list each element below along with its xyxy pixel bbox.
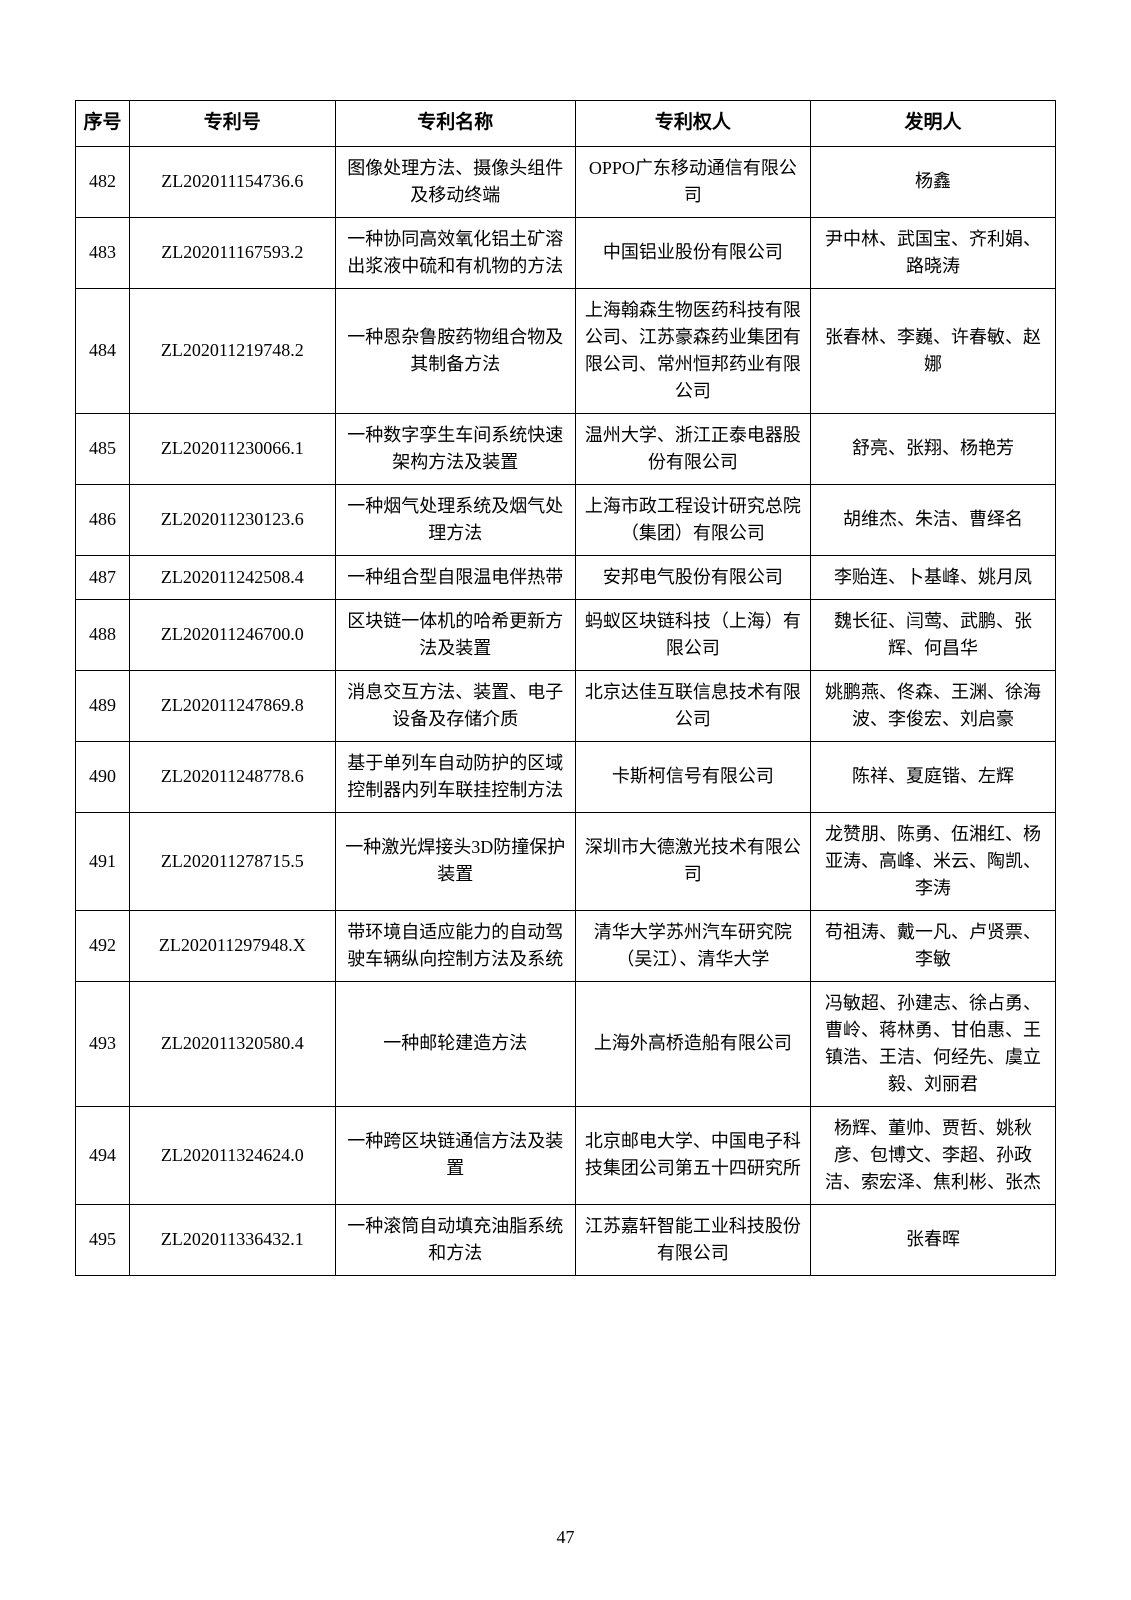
- cell-patentee: 上海市政工程设计研究总院（集团）有限公司: [575, 484, 810, 555]
- table-row: 488ZL202011246700.0区块链一体机的哈希更新方法及装置蚂蚁区块链…: [76, 599, 1056, 670]
- cell-patentee: 江苏嘉轩智能工业科技股份有限公司: [575, 1204, 810, 1275]
- cell-inventor: 龙赞朋、陈勇、伍湘红、杨亚涛、高峰、米云、陶凯、李涛: [810, 812, 1055, 910]
- cell-patent-name: 一种邮轮建造方法: [335, 981, 575, 1106]
- cell-patent-name: 一种滚筒自动填充油脂系统和方法: [335, 1204, 575, 1275]
- cell-seq: 491: [76, 812, 130, 910]
- cell-patentee: 安邦电气股份有限公司: [575, 555, 810, 599]
- cell-seq: 490: [76, 741, 130, 812]
- cell-patentee: OPPO广东移动通信有限公司: [575, 146, 810, 217]
- cell-patent-name: 消息交互方法、装置、电子设备及存储介质: [335, 670, 575, 741]
- cell-patent-name: 一种协同高效氧化铝土矿溶出浆液中硫和有机物的方法: [335, 217, 575, 288]
- cell-patent-name: 基于单列车自动防护的区域控制器内列车联挂控制方法: [335, 741, 575, 812]
- table-row: 482ZL202011154736.6图像处理方法、摄像头组件及移动终端OPPO…: [76, 146, 1056, 217]
- cell-patent-name: 一种组合型自限温电伴热带: [335, 555, 575, 599]
- cell-patent-name: 一种数字孪生车间系统快速架构方法及装置: [335, 413, 575, 484]
- cell-patent-no: ZL202011230123.6: [129, 484, 335, 555]
- header-seq: 序号: [76, 101, 130, 147]
- page-number: 47: [0, 1527, 1131, 1548]
- cell-patent-no: ZL202011219748.2: [129, 288, 335, 413]
- cell-inventor: 姚鹏燕、佟森、王渊、徐海波、李俊宏、刘启豪: [810, 670, 1055, 741]
- cell-patent-no: ZL202011247869.8: [129, 670, 335, 741]
- table-body: 482ZL202011154736.6图像处理方法、摄像头组件及移动终端OPPO…: [76, 146, 1056, 1275]
- cell-inventor: 张春林、李巍、许春敏、赵娜: [810, 288, 1055, 413]
- table-header-row: 序号 专利号 专利名称 专利权人 发明人: [76, 101, 1056, 147]
- table-row: 486ZL202011230123.6一种烟气处理系统及烟气处理方法上海市政工程…: [76, 484, 1056, 555]
- cell-patent-name: 一种烟气处理系统及烟气处理方法: [335, 484, 575, 555]
- cell-patentee: 温州大学、浙江正泰电器股份有限公司: [575, 413, 810, 484]
- cell-patent-no: ZL202011324624.0: [129, 1106, 335, 1204]
- cell-seq: 494: [76, 1106, 130, 1204]
- cell-seq: 487: [76, 555, 130, 599]
- cell-seq: 493: [76, 981, 130, 1106]
- cell-patentee: 北京邮电大学、中国电子科技集团公司第五十四研究所: [575, 1106, 810, 1204]
- cell-inventor: 魏长征、闫莺、武鹏、张辉、何昌华: [810, 599, 1055, 670]
- table-row: 484ZL202011219748.2一种恩杂鲁胺药物组合物及其制备方法上海翰森…: [76, 288, 1056, 413]
- header-inventor: 发明人: [810, 101, 1055, 147]
- cell-patent-no: ZL202011336432.1: [129, 1204, 335, 1275]
- cell-seq: 484: [76, 288, 130, 413]
- table-row: 485ZL202011230066.1一种数字孪生车间系统快速架构方法及装置温州…: [76, 413, 1056, 484]
- table-row: 495ZL202011336432.1一种滚筒自动填充油脂系统和方法江苏嘉轩智能…: [76, 1204, 1056, 1275]
- cell-patent-no: ZL202011248778.6: [129, 741, 335, 812]
- cell-inventor: 尹中林、武国宝、齐利娟、路晓涛: [810, 217, 1055, 288]
- cell-patent-name: 图像处理方法、摄像头组件及移动终端: [335, 146, 575, 217]
- table-row: 490ZL202011248778.6基于单列车自动防护的区域控制器内列车联挂控…: [76, 741, 1056, 812]
- cell-patentee: 中国铝业股份有限公司: [575, 217, 810, 288]
- cell-inventor: 陈祥、夏庭锴、左辉: [810, 741, 1055, 812]
- cell-seq: 488: [76, 599, 130, 670]
- table-row: 483ZL202011167593.2一种协同高效氧化铝土矿溶出浆液中硫和有机物…: [76, 217, 1056, 288]
- cell-patent-no: ZL202011167593.2: [129, 217, 335, 288]
- cell-patentee: 深圳市大德激光技术有限公司: [575, 812, 810, 910]
- cell-patent-name: 一种跨区块链通信方法及装置: [335, 1106, 575, 1204]
- header-patent-no: 专利号: [129, 101, 335, 147]
- cell-patent-name: 一种恩杂鲁胺药物组合物及其制备方法: [335, 288, 575, 413]
- table-row: 493ZL202011320580.4一种邮轮建造方法上海外高桥造船有限公司冯敏…: [76, 981, 1056, 1106]
- table-row: 492ZL202011297948.X带环境自适应能力的自动驾驶车辆纵向控制方法…: [76, 910, 1056, 981]
- cell-seq: 486: [76, 484, 130, 555]
- cell-seq: 482: [76, 146, 130, 217]
- cell-patent-no: ZL202011246700.0: [129, 599, 335, 670]
- table-row: 487ZL202011242508.4一种组合型自限温电伴热带安邦电气股份有限公…: [76, 555, 1056, 599]
- cell-patent-no: ZL202011154736.6: [129, 146, 335, 217]
- cell-inventor: 苟祖涛、戴一凡、卢贤票、李敏: [810, 910, 1055, 981]
- table-row: 491ZL202011278715.5一种激光焊接头3D防撞保护装置深圳市大德激…: [76, 812, 1056, 910]
- header-patent-name: 专利名称: [335, 101, 575, 147]
- table-row: 489ZL202011247869.8消息交互方法、装置、电子设备及存储介质北京…: [76, 670, 1056, 741]
- cell-inventor: 舒亮、张翔、杨艳芳: [810, 413, 1055, 484]
- cell-patent-no: ZL202011242508.4: [129, 555, 335, 599]
- cell-patentee: 上海翰森生物医药科技有限公司、江苏豪森药业集团有限公司、常州恒邦药业有限公司: [575, 288, 810, 413]
- patent-table: 序号 专利号 专利名称 专利权人 发明人 482ZL202011154736.6…: [75, 100, 1056, 1276]
- cell-patent-no: ZL202011320580.4: [129, 981, 335, 1106]
- header-patentee: 专利权人: [575, 101, 810, 147]
- cell-patentee: 清华大学苏州汽车研究院（吴江）、清华大学: [575, 910, 810, 981]
- cell-patent-no: ZL202011297948.X: [129, 910, 335, 981]
- cell-inventor: 李贻连、卜基峰、姚月凤: [810, 555, 1055, 599]
- cell-patentee: 上海外高桥造船有限公司: [575, 981, 810, 1106]
- cell-seq: 489: [76, 670, 130, 741]
- cell-inventor: 杨鑫: [810, 146, 1055, 217]
- table-row: 494ZL202011324624.0一种跨区块链通信方法及装置北京邮电大学、中…: [76, 1106, 1056, 1204]
- cell-patent-name: 带环境自适应能力的自动驾驶车辆纵向控制方法及系统: [335, 910, 575, 981]
- cell-patent-no: ZL202011278715.5: [129, 812, 335, 910]
- cell-patentee: 卡斯柯信号有限公司: [575, 741, 810, 812]
- cell-patentee: 北京达佳互联信息技术有限公司: [575, 670, 810, 741]
- cell-patent-no: ZL202011230066.1: [129, 413, 335, 484]
- cell-seq: 495: [76, 1204, 130, 1275]
- cell-seq: 485: [76, 413, 130, 484]
- cell-inventor: 杨辉、董帅、贾哲、姚秋彦、包博文、李超、孙政洁、索宏泽、焦利彬、张杰: [810, 1106, 1055, 1204]
- cell-seq: 483: [76, 217, 130, 288]
- cell-inventor: 冯敏超、孙建志、徐占勇、曹岭、蒋林勇、甘伯惠、王镇浩、王洁、何经先、虞立毅、刘丽…: [810, 981, 1055, 1106]
- cell-inventor: 张春晖: [810, 1204, 1055, 1275]
- cell-patent-name: 区块链一体机的哈希更新方法及装置: [335, 599, 575, 670]
- cell-patentee: 蚂蚁区块链科技（上海）有限公司: [575, 599, 810, 670]
- cell-patent-name: 一种激光焊接头3D防撞保护装置: [335, 812, 575, 910]
- cell-inventor: 胡维杰、朱洁、曹绎名: [810, 484, 1055, 555]
- cell-seq: 492: [76, 910, 130, 981]
